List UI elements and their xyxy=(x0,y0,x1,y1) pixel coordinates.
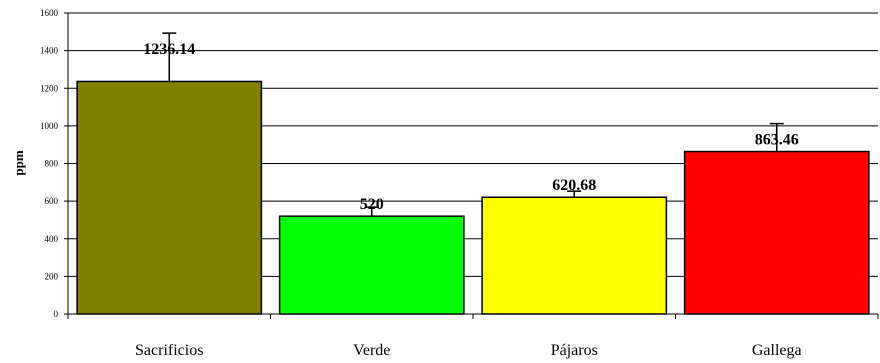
data-labels: 1236.14 520 620.68 863.46 xyxy=(143,41,799,213)
y-tick-label: 1200 xyxy=(40,83,59,93)
bar-p-jaros xyxy=(481,196,668,315)
bars xyxy=(76,80,870,315)
category-labels: Sacrificios Verde Pájaros Gallega xyxy=(135,342,802,359)
y-tick-label: 0 xyxy=(54,309,59,319)
data-label: 1236.14 xyxy=(143,41,195,58)
error-bars xyxy=(162,32,784,217)
y-tick-label: 1600 xyxy=(40,8,59,18)
y-tick-label: 1000 xyxy=(40,121,59,131)
data-label: 620.68 xyxy=(552,177,596,194)
y-tick-label: 800 xyxy=(45,159,59,169)
data-label: 863.46 xyxy=(755,132,799,149)
y-axis-title: ppm xyxy=(11,150,26,175)
y-tick-label: 600 xyxy=(45,196,59,206)
bar-verde xyxy=(278,215,465,315)
y-tick-label: 1400 xyxy=(40,46,59,56)
y-tick-labels: 0 200 400 600 800 1000 1200 1400 1600 xyxy=(40,8,59,319)
bar-sacrificios xyxy=(76,80,263,315)
category-label: Gallega xyxy=(752,342,802,359)
category-label: Verde xyxy=(353,342,390,359)
data-label: 520 xyxy=(360,196,384,213)
axes xyxy=(64,12,879,319)
y-tick-label: 400 xyxy=(45,234,59,244)
bar-gallega xyxy=(683,150,870,315)
category-label: Sacrificios xyxy=(135,342,203,359)
category-label: Pájaros xyxy=(551,342,598,359)
y-tick-label: 200 xyxy=(45,271,59,281)
